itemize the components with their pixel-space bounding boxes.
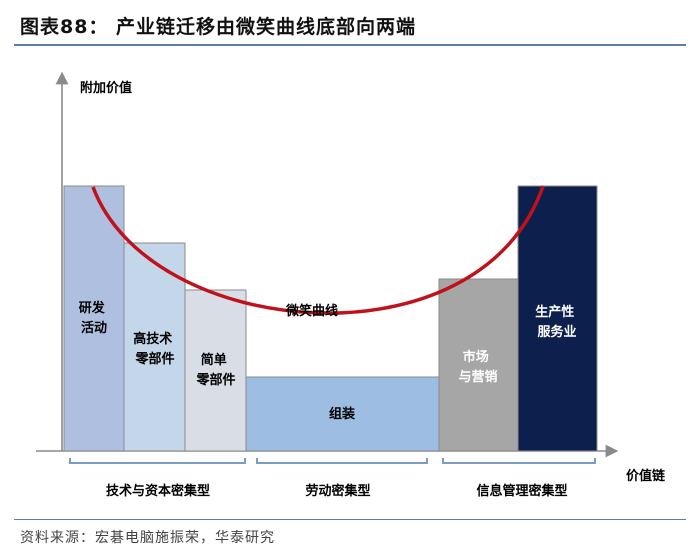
bracket-tech-capital	[69, 458, 246, 464]
group-labor-label: 劳动密集型	[305, 483, 370, 499]
bar-simple-label: 简单 零部件	[195, 352, 235, 388]
bar-assembly-label: 组装	[329, 406, 355, 422]
bar-rd	[63, 185, 125, 452]
bracket-info-mgmt	[442, 458, 596, 464]
bar-rd-label: 研发 活动	[79, 300, 110, 336]
bar-market-label: 市场 与营销	[458, 349, 497, 385]
bar-market	[438, 278, 519, 452]
bracket-labor	[256, 458, 428, 464]
bar-hightech-label: 高技术 零部件	[133, 331, 177, 367]
bar-assembly	[245, 376, 440, 452]
source-note: 资料来源：宏碁电脑施振荣，华泰研究	[20, 530, 275, 546]
x-axis-label: 价值链	[626, 468, 666, 484]
smile-curve	[91, 185, 545, 315]
bar-service	[517, 185, 598, 452]
figure-title: 图表88： 产业链迁移由微笑曲线底部向两端	[20, 16, 417, 38]
title-divider	[14, 44, 686, 46]
group-info-mgmt-label: 信息管理密集型	[476, 483, 567, 499]
bar-hightech	[123, 242, 186, 452]
smile-curve-label: 微笑曲线	[285, 303, 338, 319]
bar-service-label: 生产性 服务业	[535, 304, 579, 340]
bar-simple	[184, 289, 247, 452]
group-tech-capital-label: 技术与资本密集型	[106, 483, 210, 499]
source-divider	[14, 519, 686, 520]
y-axis-label: 附加价值	[80, 80, 132, 96]
